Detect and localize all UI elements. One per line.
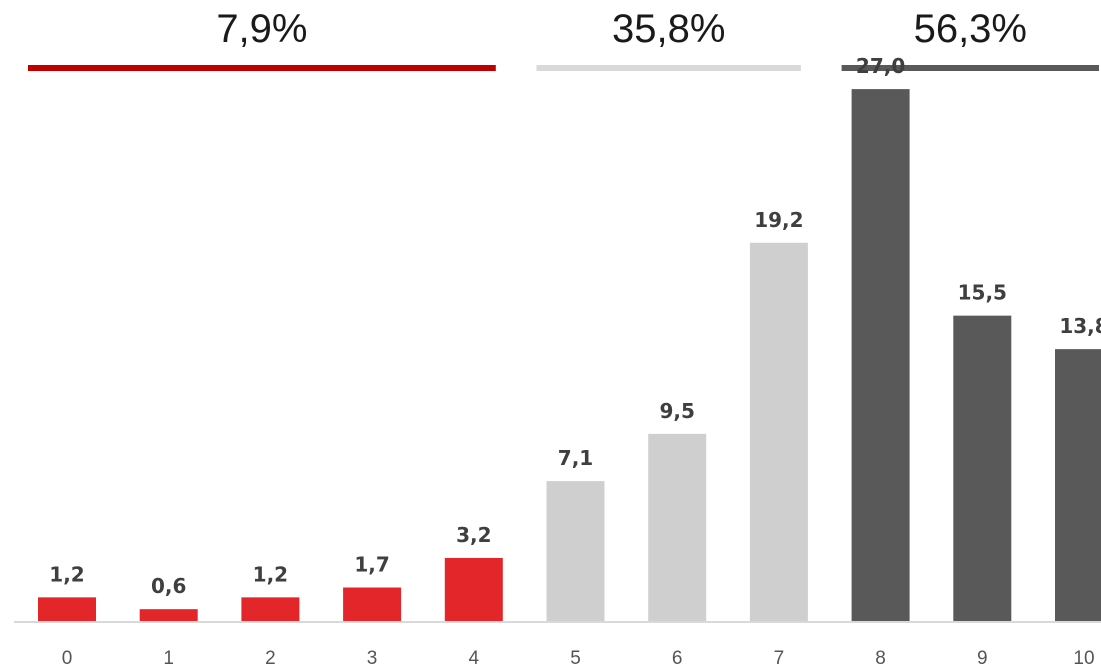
x-tick-label-8: 8 [875,648,886,668]
data-labels: 1,2 0,6 1,2 1,7 3,2 7,1 9,5 19,2 27,0 15,5 13,8 [49,54,1101,598]
data-label-6: 9,5 [659,399,694,423]
bar-9 [953,315,1012,621]
x-tick-label-4: 4 [469,648,480,668]
data-label-8: 27,0 [856,54,905,78]
bar-5 [546,481,605,621]
x-axis-tick-labels: 0 1 2 3 4 5 6 7 8 9 10 [62,648,1095,668]
x-tick-label-2: 2 [265,648,276,668]
x-tick-label-3: 3 [367,648,378,668]
data-label-2: 1,2 [253,562,288,586]
group-headers: 7,9% 35,8% 56,3% [28,7,1099,71]
data-label-4: 3,2 [456,523,491,547]
bar-6 [648,433,707,621]
bars [38,89,1101,622]
group-percent-2: 56,3% [914,7,1027,51]
x-tick-label-7: 7 [774,648,785,668]
x-tick-label-5: 5 [570,648,581,668]
group-percent-1: 35,8% [612,7,725,51]
data-label-10: 13,8 [1059,314,1101,338]
bar-8 [851,89,910,622]
bar-10 [1055,349,1101,621]
data-label-7: 19,2 [754,208,803,232]
data-label-5: 7,1 [558,446,593,470]
bar-7 [749,242,808,621]
data-label-0: 1,2 [49,562,84,586]
data-label-1: 0,6 [151,574,186,598]
x-tick-label-6: 6 [672,648,683,668]
group-percent-0: 7,9% [216,7,307,51]
x-tick-label-9: 9 [977,648,988,668]
bar-3 [343,587,402,621]
x-tick-label-0: 0 [62,648,73,668]
bar-1 [139,609,198,621]
bar-2 [241,597,300,621]
x-tick-label-10: 10 [1073,648,1094,668]
bar-0 [38,597,96,621]
data-label-3: 1,7 [354,553,389,577]
x-tick-label-1: 1 [163,648,174,668]
data-label-9: 15,5 [958,281,1007,305]
bar-4 [444,557,503,621]
